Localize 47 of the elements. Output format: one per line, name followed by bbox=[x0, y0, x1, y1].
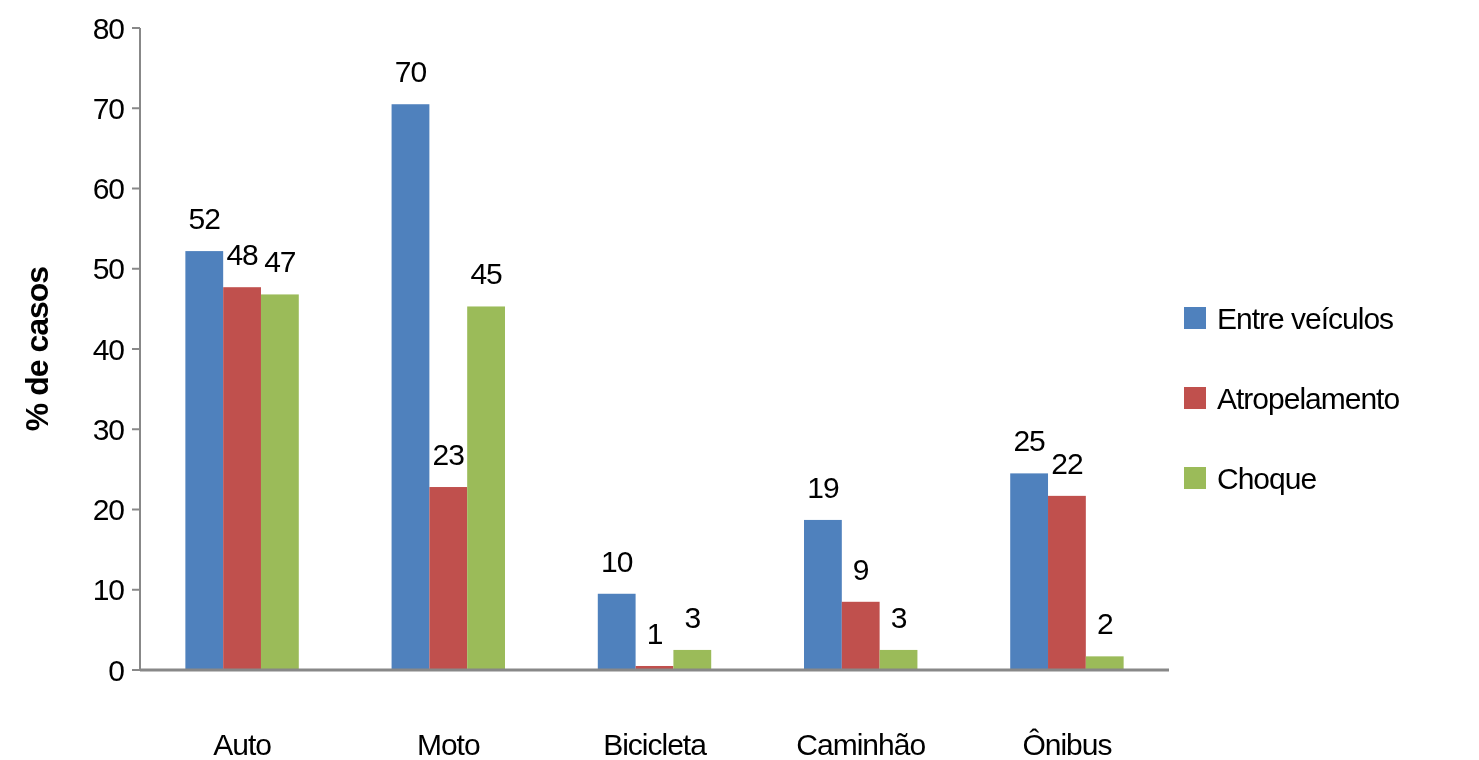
data-label: 3 bbox=[890, 600, 907, 634]
data-label: 70 bbox=[394, 55, 427, 89]
data-label: 3 bbox=[684, 600, 701, 634]
data-label: 25 bbox=[1013, 424, 1046, 458]
legend-label: Atropelamento bbox=[1217, 381, 1400, 415]
y-tick-label: 60 bbox=[92, 172, 125, 205]
data-label: 9 bbox=[852, 552, 869, 586]
data-label: 19 bbox=[807, 470, 839, 504]
data-label: 48 bbox=[226, 238, 259, 272]
y-tick-label: 20 bbox=[92, 493, 125, 526]
bar bbox=[391, 104, 430, 670]
bar bbox=[1085, 656, 1124, 670]
bar bbox=[804, 519, 842, 670]
y-tick-label: 0 bbox=[108, 653, 125, 687]
y-tick-label: 40 bbox=[92, 332, 125, 366]
y-tick-label: 80 bbox=[92, 11, 125, 45]
data-label: 22 bbox=[1051, 446, 1083, 480]
bar bbox=[1010, 473, 1049, 670]
y-axis-title: % de casos bbox=[19, 266, 55, 432]
bar bbox=[673, 649, 712, 670]
bar bbox=[841, 601, 880, 670]
bar bbox=[879, 649, 918, 670]
bar bbox=[185, 251, 224, 670]
bar bbox=[1048, 495, 1086, 670]
data-label: 52 bbox=[188, 202, 221, 236]
data-label: 45 bbox=[470, 257, 503, 291]
x-tick-label: Moto bbox=[416, 728, 480, 760]
bar bbox=[467, 306, 505, 670]
y-tick-label: 70 bbox=[92, 91, 125, 125]
data-label: 47 bbox=[264, 245, 296, 279]
y-tick-label: 30 bbox=[92, 412, 125, 446]
legend-label: Entre veículos bbox=[1217, 301, 1394, 335]
bar bbox=[429, 487, 468, 670]
x-tick-label: Ônibus bbox=[1022, 728, 1112, 760]
bar bbox=[597, 593, 636, 670]
x-tick-label: Auto bbox=[213, 728, 272, 760]
y-tick-label: 50 bbox=[92, 252, 125, 286]
y-tick-label: 10 bbox=[92, 573, 125, 607]
bar bbox=[260, 294, 299, 670]
x-tick-label: Caminhão bbox=[796, 728, 926, 760]
data-label: 23 bbox=[432, 438, 465, 472]
data-label: 1 bbox=[646, 616, 663, 650]
x-tick-label: Bicicleta bbox=[603, 728, 708, 760]
data-label: 10 bbox=[601, 544, 633, 578]
bar bbox=[223, 287, 261, 670]
legend-label: Choque bbox=[1217, 461, 1317, 495]
data-label: 2 bbox=[1096, 607, 1113, 641]
